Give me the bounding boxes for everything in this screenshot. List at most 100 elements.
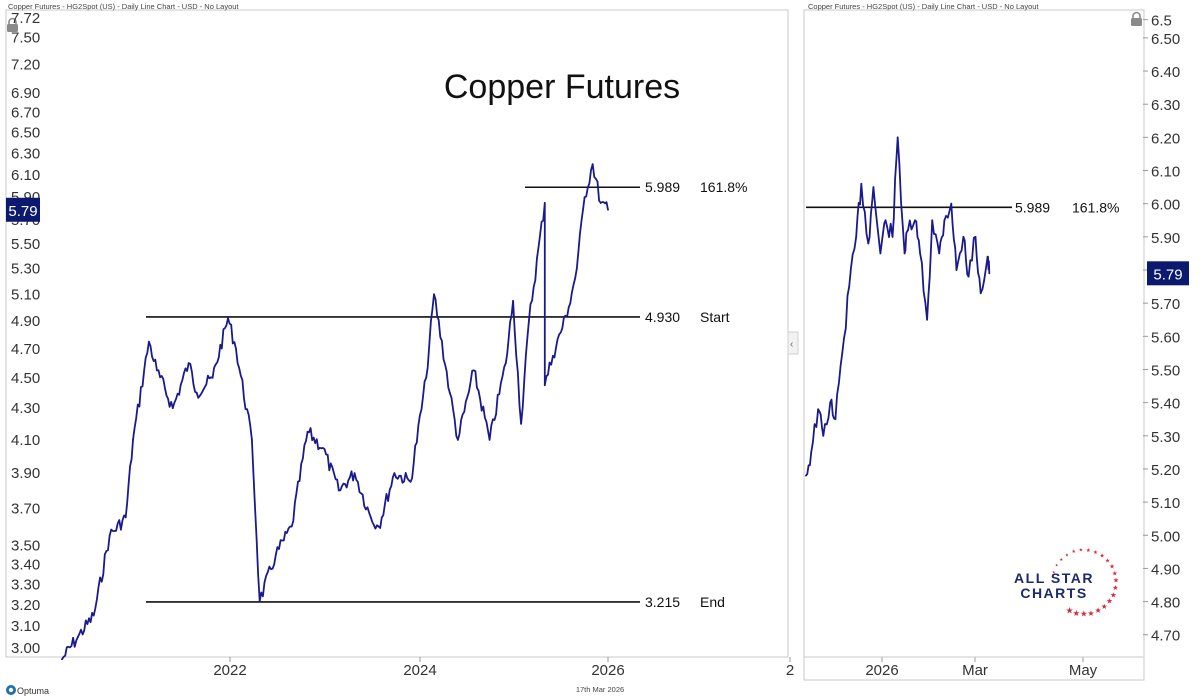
price-point [337,489,340,492]
right-chart-panel [803,9,1145,681]
y-tick-label: 6.10 [11,167,40,184]
logo-star-icon: ★ [1112,584,1118,592]
level-value-label: 3.215 [645,594,680,610]
price-point [425,376,428,379]
price-line [61,163,609,660]
price-point [979,292,982,295]
y-tick-label: 4.70 [11,341,40,358]
price-point [583,196,586,199]
price-point [805,474,807,477]
y-tick-label: 5.30 [1151,429,1180,446]
price-point [931,219,934,222]
y-tick-label: 5.30 [11,261,40,278]
logo-star-icon: ★ [1087,609,1094,618]
price-point [156,369,158,372]
price-point [919,252,922,255]
chart-title: Copper Futures [444,68,680,106]
y-tick-label: 3.20 [11,597,40,614]
lock-icon[interactable] [1131,11,1142,27]
logo-star-icon: ★ [1112,569,1118,577]
footer-date: 17th Mar 2026 [576,685,624,694]
current-price-label: 5.79 [8,203,37,220]
left-panel-caption: Copper Futures - HG2Spot (US) - Daily Li… [8,2,239,11]
price-point [512,300,514,302]
price-point [250,438,253,441]
y-tick-label: 6.10 [1151,164,1180,181]
price-point [290,525,293,528]
left-chart-panel [5,9,789,658]
price-point [879,252,882,255]
price-point [988,272,991,275]
price-point [322,447,324,449]
y-tick-label: 7.20 [11,56,40,73]
logo-star-icon: ★ [1095,606,1102,615]
x-tick-label: 2022 [213,662,246,679]
logo-star-icon: ★ [1065,605,1073,615]
price-point [274,553,277,556]
price-point [955,269,958,271]
y-tick-label: 3.00 [11,640,40,657]
price-point [543,201,546,204]
level-name-label: End [700,594,725,610]
logo-star-icon: ★ [1052,570,1056,574]
chevron-left-icon: ‹ [790,339,793,350]
y-tick-label: 5.00 [1151,528,1180,545]
y-tick-label: 7.50 [11,29,40,46]
y-tick-label: 4.90 [11,313,40,330]
price-point [377,525,380,528]
price-point [457,438,459,441]
price-point [855,235,858,238]
price-point [448,391,451,394]
x-tick-label: 2026 [865,662,898,679]
y-tick-label: 6.30 [11,145,40,162]
price-point [235,347,237,350]
logo-star-icon: ★ [1105,557,1110,564]
price-point [817,408,820,411]
logo-star-icon: ★ [1059,557,1063,562]
lock-icon[interactable] [7,17,18,33]
price-point [124,516,127,519]
all-star-charts-logo: ★★★★ ★ ★ ★ ★★★★★★★★★★★★★★★ ALL STAR CHARTS [1014,548,1119,619]
current-price-badge [6,197,40,222]
price-point [171,407,174,409]
logo-star-icon: ★ [1055,563,1059,568]
current-price-badge [1147,261,1189,286]
collapse-panel-button[interactable]: ‹ [787,331,799,355]
logo-star-icon: ★ [1113,577,1119,585]
y-tick-label: 3.50 [11,537,40,554]
level-name-label: 161.8% [1072,199,1119,215]
price-point [211,376,214,379]
price-point [974,235,977,238]
x-tick-label: Mar [962,662,988,679]
price-point [108,534,111,537]
level-name-label: Start [700,309,730,325]
price-point [986,255,989,258]
price-point [551,355,554,357]
price-point [860,182,863,185]
price-point [187,362,190,365]
level-value-label: 5.989 [1015,199,1050,215]
price-point [147,340,150,343]
y-tick-label: 6.00 [1151,197,1180,214]
price-point [599,201,602,204]
y-tick-label: 6.70 [11,104,40,121]
logo-star-icon: ★ [1110,590,1117,599]
logo-star-icon: ★ [1106,597,1113,606]
y-tick-label: 4.90 [1151,561,1180,578]
y-tick-label: 5.70 [1151,296,1180,313]
price-point [92,614,95,617]
y-tick-label: 5.40 [1151,396,1180,413]
price-point [896,136,899,139]
current-price-label: 5.79 [1153,266,1182,283]
price-point [591,163,594,166]
y-tick-label: 3.30 [11,577,40,594]
price-point [61,658,63,661]
price-line [805,136,991,477]
x-tick-label: May [1069,662,1098,679]
y-tick-label: 6.90 [11,85,40,102]
price-point [926,318,928,321]
y-tick-label: 4.70 [1151,628,1180,645]
right-panel-caption: Copper Futures - HG2Spot (US) - Daily Li… [808,2,1039,11]
price-point [967,275,970,278]
logo-star-icon: ★ [1093,549,1098,556]
